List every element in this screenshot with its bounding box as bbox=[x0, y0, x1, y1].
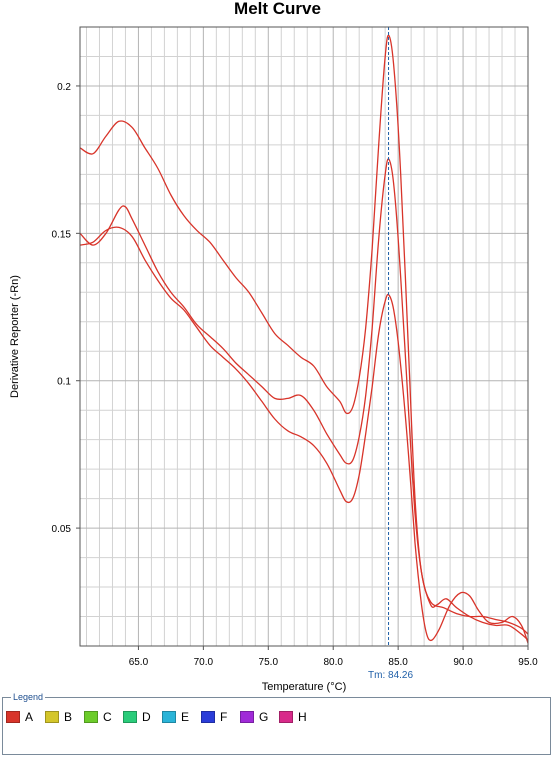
legend-label: H bbox=[298, 710, 307, 724]
legend-item-h[interactable]: H bbox=[279, 710, 318, 724]
plot-area bbox=[80, 27, 528, 646]
plot-frame bbox=[79, 26, 529, 647]
legend-label: F bbox=[220, 710, 228, 724]
legend-swatch bbox=[201, 711, 215, 723]
legend-item-g[interactable]: G bbox=[240, 710, 279, 724]
legend-title: Legend bbox=[11, 691, 46, 703]
legend-item-e[interactable]: E bbox=[162, 710, 201, 724]
legend-panel: Legend A B C D E F G H bbox=[2, 691, 551, 755]
melt-curve-line-3 bbox=[79, 226, 529, 644]
y-tick-label: 0.1 bbox=[57, 377, 71, 388]
legend-swatch bbox=[45, 711, 59, 723]
grid-minor bbox=[80, 26, 528, 647]
legend-label: D bbox=[142, 710, 151, 724]
legend-label: B bbox=[64, 710, 73, 724]
legend-swatch bbox=[6, 711, 20, 723]
melt-curve-line-1 bbox=[79, 34, 529, 635]
x-tick-label: 80.0 bbox=[323, 657, 343, 668]
x-tick-label: 90.0 bbox=[453, 657, 473, 668]
legend-item-f[interactable]: F bbox=[201, 710, 240, 724]
legend-items: A B C D E F G H bbox=[6, 710, 318, 724]
x-tick-label: 85.0 bbox=[388, 657, 408, 668]
y-tick-label: 0.15 bbox=[52, 229, 72, 240]
series-group bbox=[79, 34, 529, 644]
tm-marker-label: Tm: 84.26 bbox=[368, 670, 413, 681]
legend-swatch bbox=[240, 711, 254, 723]
x-tick-label: 65.0 bbox=[129, 657, 149, 668]
y-axis-ticks: 0.05 0.1 0.15 0.2 bbox=[52, 82, 80, 535]
melt-curve-chart: 65.0 70.0 75.0 80.0 85.0 90.0 95.0 0.05 0.1 0.15… bbox=[9, 26, 538, 693]
legend-swatch bbox=[279, 711, 293, 723]
legend-item-a[interactable]: A bbox=[6, 710, 45, 724]
x-axis-label: Temperature (°C) bbox=[262, 681, 346, 693]
x-tick-label: 95.0 bbox=[518, 657, 538, 668]
x-tick-label: 70.0 bbox=[194, 657, 214, 668]
legend-label: C bbox=[103, 710, 112, 724]
legend-label: E bbox=[181, 710, 190, 724]
y-tick-label: 0.2 bbox=[57, 82, 71, 93]
x-tick-label: 75.0 bbox=[259, 657, 279, 668]
x-axis-ticks: 65.0 70.0 75.0 80.0 85.0 90.0 95.0 bbox=[129, 646, 538, 668]
legend-item-c[interactable]: C bbox=[84, 710, 123, 724]
legend-label: G bbox=[259, 710, 269, 724]
chart-title: Melt Curve bbox=[234, 0, 321, 18]
legend-item-d[interactable]: D bbox=[123, 710, 162, 724]
legend-swatch bbox=[84, 711, 98, 723]
y-tick-label: 0.05 bbox=[52, 524, 72, 535]
legend-swatch bbox=[162, 711, 176, 723]
legend-item-b[interactable]: B bbox=[45, 710, 84, 724]
legend-swatch bbox=[123, 711, 137, 723]
melt-curve-line-2 bbox=[79, 158, 529, 641]
legend-label: A bbox=[25, 710, 34, 724]
y-axis-label: Derivative Reporter (-Rn) bbox=[9, 275, 21, 398]
